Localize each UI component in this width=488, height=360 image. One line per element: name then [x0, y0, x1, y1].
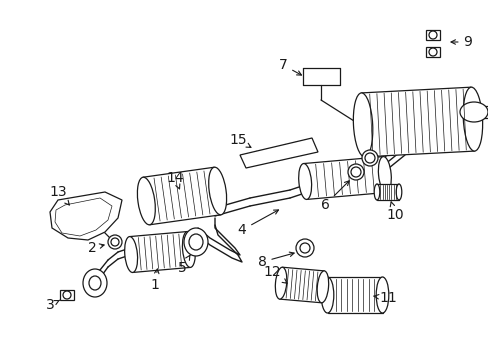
Ellipse shape [361, 150, 377, 166]
Polygon shape [361, 87, 474, 157]
Ellipse shape [321, 277, 333, 313]
Ellipse shape [124, 237, 137, 273]
Polygon shape [129, 231, 190, 273]
Ellipse shape [137, 177, 155, 225]
Text: 12: 12 [263, 265, 286, 283]
Text: 6: 6 [320, 181, 348, 212]
Ellipse shape [395, 184, 401, 200]
Text: 4: 4 [237, 210, 278, 237]
Polygon shape [240, 138, 317, 168]
Polygon shape [376, 184, 398, 200]
Ellipse shape [298, 163, 311, 199]
Ellipse shape [83, 269, 107, 297]
Ellipse shape [378, 157, 390, 193]
Text: 2: 2 [87, 241, 104, 255]
Ellipse shape [89, 276, 101, 290]
Ellipse shape [364, 153, 374, 163]
FancyBboxPatch shape [60, 290, 74, 300]
Text: 7: 7 [278, 58, 301, 75]
FancyBboxPatch shape [425, 47, 439, 57]
Ellipse shape [347, 164, 363, 180]
Text: 10: 10 [386, 202, 403, 222]
Text: 11: 11 [373, 291, 396, 305]
Ellipse shape [189, 234, 203, 250]
Text: 15: 15 [229, 133, 250, 147]
Ellipse shape [295, 239, 313, 257]
Ellipse shape [208, 167, 226, 215]
Text: 8: 8 [257, 252, 293, 269]
Polygon shape [303, 157, 386, 199]
Text: 1: 1 [150, 269, 159, 292]
Polygon shape [327, 277, 382, 313]
Ellipse shape [317, 271, 328, 303]
Ellipse shape [111, 238, 119, 246]
Text: 13: 13 [49, 185, 69, 205]
Ellipse shape [108, 235, 122, 249]
Ellipse shape [428, 31, 436, 39]
Ellipse shape [353, 93, 372, 157]
Text: 9: 9 [450, 35, 471, 49]
Ellipse shape [375, 277, 388, 313]
Text: 5: 5 [177, 255, 189, 275]
Text: 3: 3 [45, 298, 60, 312]
Ellipse shape [350, 167, 360, 177]
Ellipse shape [182, 231, 195, 267]
Ellipse shape [299, 243, 309, 253]
Ellipse shape [459, 102, 487, 122]
Text: 14: 14 [166, 171, 183, 189]
Ellipse shape [275, 267, 286, 299]
FancyBboxPatch shape [425, 30, 439, 40]
Polygon shape [142, 167, 221, 225]
Ellipse shape [462, 87, 482, 151]
Ellipse shape [428, 48, 436, 56]
Ellipse shape [183, 228, 207, 256]
Ellipse shape [63, 291, 71, 299]
Polygon shape [279, 267, 324, 303]
Ellipse shape [373, 184, 379, 200]
Polygon shape [50, 192, 122, 240]
